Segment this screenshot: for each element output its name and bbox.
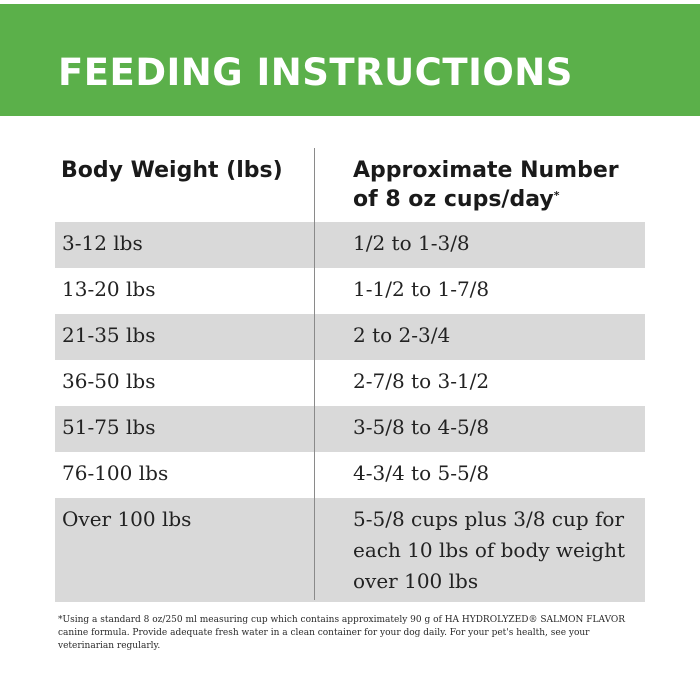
cups-cell: 4-3/4 to 5-5/8 (353, 461, 490, 485)
cups-cell: 1-1/2 to 1-7/8 (353, 277, 490, 301)
feeding-table: Body Weight (lbs) Approximate Number of … (55, 148, 645, 602)
weight-cell: 76-100 lbs (62, 461, 169, 485)
table-row: 21-35 lbs 2 to 2-3/4 (55, 314, 645, 360)
cups-per-day-header: Approximate Number of 8 oz cups/day* (353, 156, 619, 214)
cups-header-line1: Approximate Number (353, 158, 619, 183)
weight-cell: Over 100 lbs (62, 507, 192, 531)
table-row: 51-75 lbs 3-5/8 to 4-5/8 (55, 406, 645, 452)
footnote-marker: * (553, 189, 560, 202)
cups-cell: 2-7/8 to 3-1/2 (353, 369, 490, 393)
weight-cell: 3-12 lbs (62, 231, 143, 255)
table-row: 13-20 lbs 1-1/2 to 1-7/8 (55, 268, 645, 314)
page-title: FEEDING INSTRUCTIONS (58, 51, 573, 94)
cups-cell: 1/2 to 1-3/8 (353, 231, 470, 255)
column-divider (314, 148, 315, 600)
table-row: 76-100 lbs 4-3/4 to 5-5/8 (55, 452, 645, 498)
cups-cell: 5-5/8 cups plus 3/8 cup for each 10 lbs … (353, 507, 626, 593)
table-body: 3-12 lbs 1/2 to 1-3/8 13-20 lbs 1-1/2 to… (55, 222, 645, 602)
cups-cell: 2 to 2-3/4 (353, 323, 451, 347)
table-row: 3-12 lbs 1/2 to 1-3/8 (55, 222, 645, 268)
cups-cell: 3-5/8 to 4-5/8 (353, 415, 490, 439)
table-row: Over 100 lbs 5-5/8 cups plus 3/8 cup for… (55, 498, 645, 602)
body-weight-header: Body Weight (lbs) (61, 158, 283, 183)
cups-header-line2: of 8 oz cups/day (353, 187, 554, 212)
footnote: *Using a standard 8 oz/250 ml measuring … (58, 615, 626, 651)
title-banner: FEEDING INSTRUCTIONS (0, 4, 700, 116)
weight-cell: 13-20 lbs (62, 277, 156, 301)
weight-cell: 36-50 lbs (62, 369, 156, 393)
table-row: 36-50 lbs 2-7/8 to 3-1/2 (55, 360, 645, 406)
weight-cell: 21-35 lbs (62, 323, 156, 347)
weight-cell: 51-75 lbs (62, 415, 156, 439)
